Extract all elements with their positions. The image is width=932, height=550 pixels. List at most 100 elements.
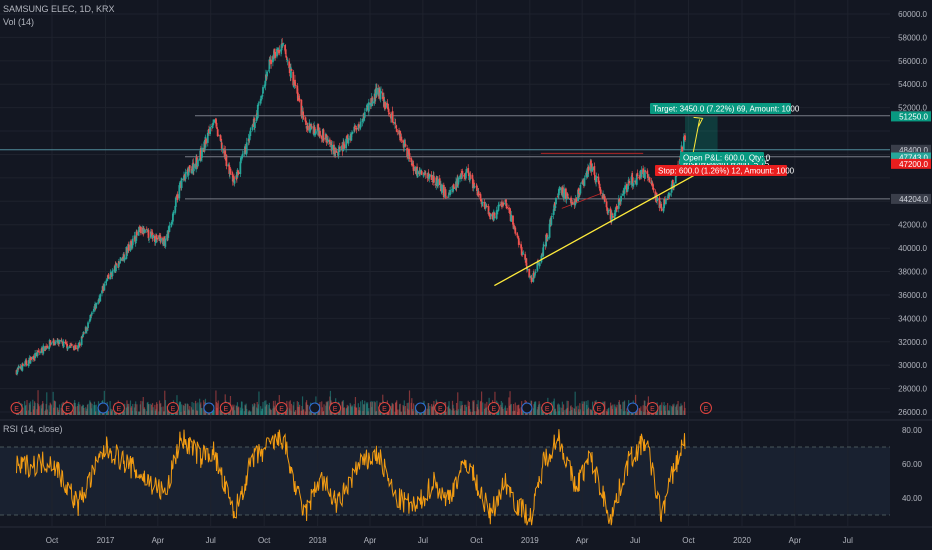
- candle-body: [545, 234, 548, 247]
- candle-body: [404, 143, 407, 147]
- volume-bar: [473, 400, 475, 415]
- candle-body: [273, 48, 276, 54]
- earnings-marker[interactable]: E: [487, 402, 500, 414]
- candle-body: [660, 208, 663, 211]
- symbol-title: SAMSUNG ELEC, 1D, KRX: [3, 4, 115, 14]
- earnings-marker[interactable]: E: [166, 402, 179, 414]
- candle-body: [224, 150, 227, 160]
- earnings-marker[interactable]: E: [541, 402, 554, 414]
- volume-bar: [509, 391, 511, 415]
- volume-bar: [582, 403, 584, 415]
- candle-body: [554, 205, 557, 208]
- volume-bar: [664, 406, 666, 415]
- earnings-marker[interactable]: E: [646, 402, 659, 414]
- candle-body: [80, 336, 83, 346]
- volume-bar: [355, 407, 358, 415]
- volume-bar: [392, 404, 394, 415]
- price-tick-label: 54000.0: [898, 80, 927, 89]
- candle-body: [243, 150, 246, 154]
- candle-body: [577, 188, 580, 195]
- volume-bar: [307, 404, 309, 415]
- volume-bar: [501, 402, 504, 415]
- candle-body: [524, 254, 527, 260]
- candlesticks: [15, 37, 686, 376]
- candle-body: [473, 182, 475, 188]
- volume-bar: [87, 403, 89, 415]
- candle-body: [256, 104, 259, 118]
- earnings-marker[interactable]: E: [378, 402, 391, 414]
- volume-bar: [661, 402, 663, 415]
- earnings-marker[interactable]: E: [699, 402, 712, 414]
- candle-body: [61, 341, 64, 344]
- earnings-marker-label: E: [382, 406, 387, 413]
- volume-bar: [189, 406, 191, 415]
- candle-body: [257, 103, 260, 106]
- volume-bar: [164, 400, 166, 415]
- volume-bar: [54, 401, 57, 415]
- candle-body: [493, 212, 496, 216]
- earnings-marker[interactable]: E: [593, 402, 606, 414]
- candle-body: [644, 171, 647, 173]
- candle-body: [70, 344, 73, 346]
- candle-body: [570, 197, 572, 204]
- earnings-marker[interactable]: E: [219, 402, 232, 414]
- candle-body: [95, 302, 98, 309]
- candle-body: [635, 174, 638, 185]
- candle-body: [281, 44, 284, 47]
- volume-bar: [396, 400, 398, 415]
- candle-body: [183, 174, 186, 177]
- open-pnl-label-box: [680, 152, 764, 163]
- candle-body: [634, 180, 637, 182]
- price-axis[interactable]: 26000.0 28000.0 30000.0 32000.0 34000.0 36000…: [898, 10, 927, 417]
- ascending-trendline[interactable]: [494, 174, 695, 287]
- candle-body: [420, 171, 423, 175]
- candle-body: [156, 237, 159, 240]
- candle-body: [172, 213, 174, 222]
- volume-bar: [592, 401, 594, 415]
- volume-bar: [197, 402, 199, 415]
- earnings-marker[interactable]: E: [10, 402, 23, 414]
- time-axis[interactable]: Oct 2017 Apr Jul Oct 2018 Apr Jul Oct 2019 Apr Jul O…: [46, 536, 853, 545]
- candle-body: [300, 99, 303, 116]
- volume-bar: [555, 411, 557, 415]
- earnings-marker-circle: [487, 402, 500, 414]
- candle-body: [376, 87, 378, 95]
- time-tick-label: Oct: [470, 536, 483, 545]
- candle-body: [37, 350, 40, 352]
- candle-body: [87, 322, 89, 328]
- candle-body: [513, 226, 516, 228]
- trendline-group[interactable]: [494, 174, 695, 287]
- volume-bar: [498, 409, 500, 415]
- volume-bar: [583, 401, 586, 415]
- earnings-marker[interactable]: E: [329, 402, 342, 414]
- earnings-marker[interactable]: E: [112, 402, 125, 414]
- earnings-marker[interactable]: E: [275, 402, 288, 414]
- candle-body: [617, 198, 620, 209]
- candle-body: [598, 180, 600, 185]
- candle-body: [365, 108, 368, 112]
- price-axis-labels: 51304.051250.048400.047800.047743.047200…: [891, 110, 931, 204]
- candle-body: [583, 178, 586, 186]
- dividend-marker: [203, 402, 215, 414]
- earnings-marker[interactable]: E: [434, 402, 447, 414]
- candle-body: [451, 189, 453, 191]
- candle-body: [642, 175, 645, 177]
- candle-body: [292, 85, 295, 87]
- volume-bar: [575, 406, 577, 415]
- candle-body: [646, 171, 649, 174]
- candle-body: [610, 213, 613, 222]
- candle-body: [215, 118, 217, 124]
- candle-body: [285, 58, 288, 60]
- candle-body: [384, 102, 386, 109]
- volume-bar: [52, 391, 54, 415]
- candle-body: [648, 177, 651, 183]
- candle-body: [469, 174, 471, 181]
- candle-body: [408, 153, 411, 159]
- candle-body: [612, 215, 614, 218]
- earnings-marker[interactable]: E: [61, 402, 74, 414]
- candle-body: [31, 356, 34, 360]
- price-tick-label: 40000.0: [898, 244, 927, 253]
- candle-body: [249, 132, 252, 137]
